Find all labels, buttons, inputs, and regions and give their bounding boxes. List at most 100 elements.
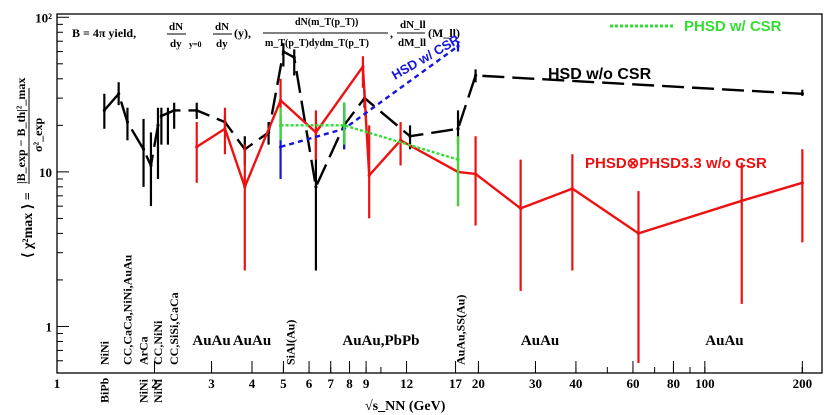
series-line-hsd-w-o-csr xyxy=(103,50,803,189)
data-point-phsd-phsd3-3-w-o-csr xyxy=(367,173,371,177)
data-point-phsd-phsd3-3-w-o-csr xyxy=(800,181,804,185)
x-tick-label: 20 xyxy=(472,376,485,391)
data-point-hsd-w-o-csr xyxy=(195,108,199,112)
data-point-hsd-w-o-csr xyxy=(473,73,478,78)
formula-t1-sub: y=0 xyxy=(189,40,202,49)
system-label: CC,NiNi xyxy=(151,320,165,365)
series-line-phsd-w-csr xyxy=(280,124,459,161)
x-tick-label: 3 xyxy=(208,376,215,391)
series-line-phsd-phsd3-3-w-o-csr xyxy=(196,65,803,235)
x-tick-label: 40 xyxy=(569,376,582,391)
system-label-below: NiNi xyxy=(137,378,151,403)
data-point-hsd-w-o-csr xyxy=(800,92,804,96)
x-tick-label: 6 xyxy=(306,376,313,391)
system-label-below: NiNi xyxy=(151,378,165,403)
data-point-hsd-w-o-csr xyxy=(456,127,460,131)
formula-t2-den: dy xyxy=(216,38,228,50)
system-label: CC,CaCa,NiNi,AuAu xyxy=(120,254,134,365)
formula-t2-num: dN xyxy=(215,21,229,33)
y-tick-label: 10 xyxy=(39,165,52,180)
data-point-phsd-phsd3-3-w-o-csr xyxy=(570,186,574,191)
data-point-hsd-w-o-csr xyxy=(149,163,153,168)
data-point-hsd-w-o-csr xyxy=(408,134,412,138)
data-point-phsd-phsd3-3-w-o-csr xyxy=(223,127,227,131)
formula-comma: , xyxy=(390,26,393,40)
system-label: SiAl(Au) xyxy=(283,320,297,365)
x-tick-label: 2 xyxy=(151,376,158,391)
formula-t1-num: dN xyxy=(169,21,183,33)
y-tick-label: 10² xyxy=(35,10,52,25)
data-point-phsd-phsd3-3-w-o-csr xyxy=(361,64,365,69)
y-label-chi: ⟨ χ²max ⟩ = xyxy=(21,192,36,258)
formula-t2-arg: (y), xyxy=(234,26,251,40)
legend-hsd-nocsr-label: HSD w/o CSR xyxy=(548,66,652,83)
x-tick-label: 80 xyxy=(667,376,680,391)
x-tick-label: 60 xyxy=(626,376,639,391)
system-label-horizontal: AuAu,PbPb xyxy=(342,333,419,349)
y-label-numerator: |B_exp − B_th|²_max xyxy=(14,78,28,184)
data-point-phsd-phsd3-3-w-o-csr xyxy=(314,130,318,135)
system-label-horizontal: AuAu xyxy=(233,333,271,349)
system-label: ArCa xyxy=(137,336,151,365)
data-point-hsd-w-o-csr xyxy=(117,92,121,96)
x-tick-label: 17 xyxy=(449,376,463,391)
data-point-hsd-w-csr xyxy=(278,145,283,149)
x-tick-label: 30 xyxy=(529,376,542,391)
data-point-phsd-phsd3-3-w-o-csr xyxy=(740,199,744,203)
x-tick-label: 200 xyxy=(793,376,813,391)
data-point-phsd-w-csr xyxy=(456,158,460,162)
x-tick-label: 7 xyxy=(327,376,334,391)
data-point-phsd-phsd3-3-w-o-csr xyxy=(195,145,199,149)
formula-t4-num: dN_ll xyxy=(400,19,426,31)
formula-t1-den: dy xyxy=(170,38,182,50)
x-tick-label: 1 xyxy=(54,376,61,391)
x-tick-label: 5 xyxy=(280,376,287,391)
x-tick-label: 12 xyxy=(400,376,413,391)
system-label: NiNi xyxy=(97,340,111,365)
x-tick-label: 8 xyxy=(346,376,353,391)
data-point-phsd-phsd3-3-w-o-csr xyxy=(473,172,478,176)
y-label-denominator: σ²_exp xyxy=(31,118,45,152)
legend: PHSD w/ CSR HSD w/ CSR HSD w/o CSR PHSD⊗… xyxy=(389,18,782,172)
plot-frame xyxy=(56,13,823,374)
formula-t3-den: m_T(p_T)dydm_T(p_T) xyxy=(265,38,369,49)
formula-t4-den: dM_ll xyxy=(398,37,426,49)
data-point-hsd-w-o-csr xyxy=(292,55,296,60)
system-label-horizontal: AuAu xyxy=(192,333,230,349)
system-label-horizontal: AuAu xyxy=(521,333,559,349)
x-tick-label: 9 xyxy=(363,376,370,391)
y-tick-label: 1 xyxy=(46,319,53,334)
data-point-hsd-w-o-csr xyxy=(141,147,146,151)
y-axis-label: ⟨ χ²max ⟩ = |B_exp − B_th|²_max σ²_exp xyxy=(14,78,45,258)
data-point-phsd-phsd3-3-w-o-csr xyxy=(519,206,523,211)
data-point-hsd-w-o-csr xyxy=(102,108,106,112)
data-point-hsd-w-o-csr xyxy=(314,185,318,189)
data-point-hsd-w-o-csr xyxy=(166,111,170,115)
data-point-phsd-phsd3-3-w-o-csr xyxy=(278,98,283,102)
legend-phsd-nocsr-label: PHSD⊗PHSD3.3 w/o CSR xyxy=(585,155,767,172)
system-label-below: BiPb xyxy=(97,377,111,403)
data-point-phsd-phsd3-3-w-o-csr xyxy=(243,185,247,189)
formula-annotation: B = 4π yield, dN dy y=0 dN dy (y), dN(m_… xyxy=(72,17,460,50)
data-point-hsd-w-o-csr xyxy=(156,123,160,127)
formula-lead: B = 4π yield, xyxy=(72,26,136,40)
formula-t3-num: dN(m_T(p_T)) xyxy=(295,17,358,28)
data-point-hsd-w-o-csr xyxy=(281,49,286,54)
x-tick-label: 4 xyxy=(249,376,256,391)
system-label: AuAu,SS(Au) xyxy=(453,295,467,365)
formula-t4-arg: (M_ll) xyxy=(428,26,460,40)
data-point-hsd-w-o-csr xyxy=(172,108,176,112)
data-point-phsd-w-csr xyxy=(278,123,283,127)
system-label: CC,SiSi,CaCa xyxy=(167,292,181,365)
data-point-phsd-phsd3-3-w-o-csr xyxy=(636,231,641,235)
data-point-hsd-w-o-csr xyxy=(159,114,163,118)
legend-phsd-csr-label: PHSD w/ CSR xyxy=(684,18,782,35)
system-label-horizontal: AuAu xyxy=(705,333,743,349)
x-tick-label: 100 xyxy=(695,376,715,391)
data-point-phsd-w-csr xyxy=(342,123,346,127)
data-point-hsd-w-csr xyxy=(456,44,460,48)
data-point-hsd-w-o-csr xyxy=(125,120,130,124)
x-axis-label: √s_NN (GeV) xyxy=(365,399,446,414)
